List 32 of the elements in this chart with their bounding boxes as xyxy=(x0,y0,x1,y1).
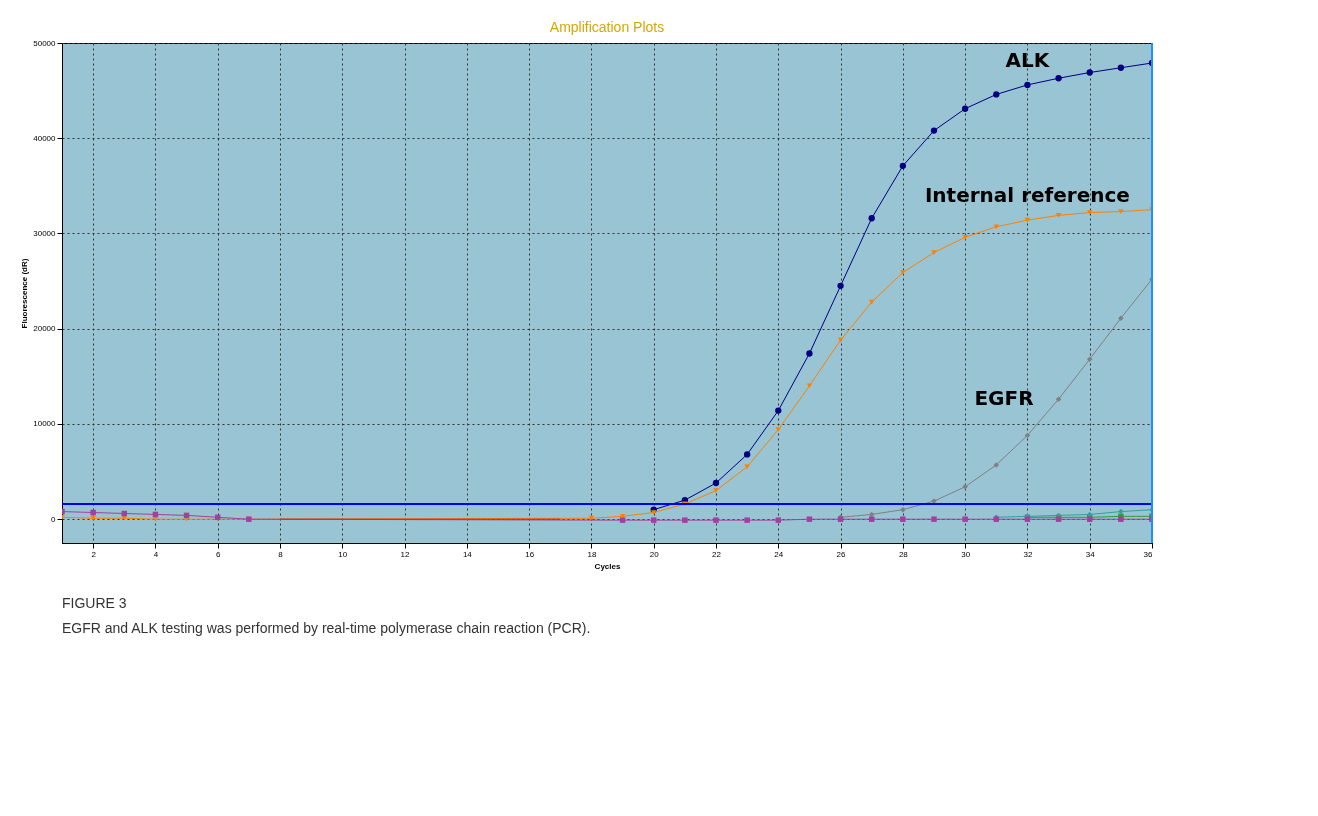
x-tick-label: 4 xyxy=(153,549,159,559)
x-tick-label: 34 xyxy=(1085,549,1096,559)
x-tick-label: 32 xyxy=(1023,549,1033,559)
x-tick-label: 12 xyxy=(400,549,411,559)
x-tick-label: 30 xyxy=(961,549,971,559)
x-tick-label: 6 xyxy=(215,549,221,559)
series-label: ALK xyxy=(1005,47,1051,72)
x-tick-label: 36 xyxy=(1143,549,1154,559)
x-tick-label: 2 xyxy=(91,549,97,559)
x-tick-label: 16 xyxy=(525,549,535,559)
x-tick-label: 8 xyxy=(278,549,284,559)
x-tick-label: 20 xyxy=(649,549,660,559)
series-label: EGFR xyxy=(974,386,1034,411)
y-tick-label: 10000 xyxy=(33,419,57,429)
y-tick-label: 20000 xyxy=(33,324,57,334)
y-tick-label: 40000 xyxy=(33,133,57,143)
y-tick-label: 50000 xyxy=(33,38,57,48)
x-axis-title: Cycles xyxy=(594,561,621,571)
chart-title: Amplification Plots xyxy=(549,19,665,35)
y-tick-label: 0 xyxy=(51,514,57,524)
x-tick-label: 22 xyxy=(712,549,722,559)
x-tick-label: 10 xyxy=(338,549,348,559)
text: EGFR and ALK testing was performed by real-time polymerase chain reaction (PCR). xyxy=(62,619,591,636)
y-axis-title: Fluorescence (dR) xyxy=(20,258,30,329)
x-tick-label: 26 xyxy=(836,549,847,559)
x-tick-label: 18 xyxy=(587,549,597,559)
x-tick-label: 24 xyxy=(774,549,784,559)
caption: FIGURE 3 xyxy=(62,594,127,611)
series-label: Internal reference xyxy=(924,183,1130,208)
x-tick-label: 28 xyxy=(898,549,909,559)
y-tick-label: 30000 xyxy=(33,228,57,238)
x-tick-label: 14 xyxy=(462,549,473,559)
